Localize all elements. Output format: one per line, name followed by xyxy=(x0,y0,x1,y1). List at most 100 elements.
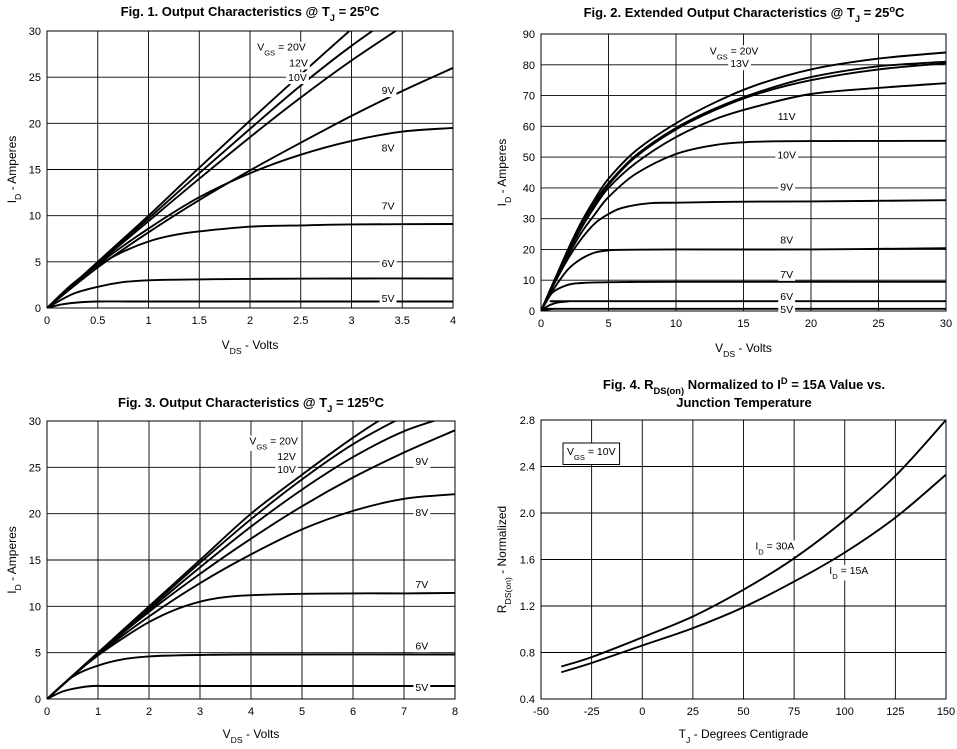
curve-label-bg xyxy=(707,45,761,61)
curve-label: VGS = 20V xyxy=(249,435,298,451)
series-line-5v xyxy=(541,307,946,311)
y-tick-label: 20 xyxy=(523,244,535,256)
x-tick-label: 7 xyxy=(401,706,407,718)
x-tick-label: 2 xyxy=(247,315,253,327)
legend-box xyxy=(562,442,621,465)
series-line-5v xyxy=(47,300,453,308)
curve-label-bg xyxy=(413,506,431,519)
y-tick-label: 30 xyxy=(29,26,41,38)
x-tick-label: 0 xyxy=(44,315,50,327)
x-tick-label: 8 xyxy=(452,706,458,718)
y-tick-label: 20 xyxy=(29,509,41,521)
y-tick-label: 10 xyxy=(29,601,41,613)
x-tick-label: 6 xyxy=(350,706,356,718)
curves xyxy=(561,420,946,674)
y-tick-label: 10 xyxy=(523,275,535,287)
curve-label-bg xyxy=(778,268,796,281)
legend-label: VGS = 10V xyxy=(567,446,616,462)
curve-label: 6V xyxy=(780,291,793,303)
y-tick-label: 0.8 xyxy=(520,648,535,660)
curve-label-bg xyxy=(753,540,797,557)
curves xyxy=(541,51,946,311)
chart-title: Fig. 2. Extended Output Characteristics … xyxy=(584,4,905,24)
x-tick-label: 25 xyxy=(872,318,884,330)
x-tick-label: 3 xyxy=(197,706,203,718)
x-tick-label: 3 xyxy=(348,315,354,327)
chart-title: Fig. 1. Output Characteristics @ TJ = 25… xyxy=(121,3,380,23)
plot-frame xyxy=(46,30,454,309)
y-axis-label: ID - Amperes xyxy=(5,526,23,594)
y-tick-label: 70 xyxy=(523,91,535,103)
x-tick-label: 5 xyxy=(605,318,611,330)
x-tick-label: 0 xyxy=(639,706,645,718)
curve-label: 7V xyxy=(780,269,793,281)
series-line-id-30a xyxy=(561,420,946,668)
x-tick-label: 3.5 xyxy=(395,315,410,327)
y-tick-label: 2.0 xyxy=(520,508,535,520)
y-tick-label: 0.4 xyxy=(520,694,535,706)
chart-title: Fig. 4. RDS(on) Normalized to ID = 15A V… xyxy=(603,376,885,396)
x-tick-label: 0.5 xyxy=(90,315,105,327)
x-tick-label: 4 xyxy=(248,706,254,718)
chart-title-line2: Junction Temperature xyxy=(676,395,812,410)
y-tick-label: 2.4 xyxy=(520,462,535,474)
x-tick-label: 100 xyxy=(836,706,854,718)
series-line-vgs-20v xyxy=(47,421,381,699)
y-axis-label: ID - Amperes xyxy=(495,139,513,207)
series-line-8v xyxy=(47,493,455,699)
curve-label: 8V xyxy=(415,507,428,519)
fig4-chart: -50 -25 0 25 50 75 100 125 150 0.4 0.8 1.2 1.6 2.0 2.4… xyxy=(495,376,955,745)
x-tick-label: 125 xyxy=(886,706,904,718)
series-line-7v xyxy=(541,280,946,311)
fig2-chart: 0 5 10 15 20 25 30 0 10 20 30 40 50 60 70 80 90 VGS = 20V… xyxy=(495,4,952,359)
series-line-11v xyxy=(541,82,946,311)
y-tick-label: 25 xyxy=(29,72,41,84)
x-tick-label: -25 xyxy=(584,706,600,718)
curve-label-bg xyxy=(413,579,431,592)
curve-label-bg xyxy=(778,304,796,317)
y-tick-label: 1.6 xyxy=(520,555,535,567)
curve-label: 13V xyxy=(730,58,749,70)
y-tick-label: 0 xyxy=(529,306,535,318)
x-tick-label: 0 xyxy=(538,318,544,330)
curve-label: 8V xyxy=(780,235,793,247)
curve-label: 6V xyxy=(415,640,428,652)
chart-title: Fig. 3. Output Characteristics @ TJ = 12… xyxy=(118,394,385,414)
curve-label: 7V xyxy=(382,201,395,213)
series-line-6v xyxy=(47,277,453,308)
plot-frame xyxy=(46,420,456,700)
x-tick-label: 0 xyxy=(44,706,50,718)
y-tick-label: 20 xyxy=(29,118,41,130)
curve-label-bg xyxy=(827,564,871,581)
curve-label: 7V xyxy=(415,579,428,591)
curve-label: VGS = 20V xyxy=(710,45,759,61)
curve-label: 9V xyxy=(382,85,395,97)
y-tick-label: 30 xyxy=(523,214,535,226)
series-line-8v xyxy=(47,126,453,308)
curve-label: 9V xyxy=(780,181,793,193)
y-tick-label: 10 xyxy=(29,211,41,223)
curve-label-bg xyxy=(275,451,298,464)
x-tick-label: 1.5 xyxy=(192,315,207,327)
curve-label: 5V xyxy=(382,293,395,305)
y-tick-label: 5 xyxy=(35,648,41,660)
x-axis-label: TJ - Degrees Centigrade xyxy=(679,727,809,745)
curve-label: 10V xyxy=(277,464,296,476)
y-axis-label: RDS(on) - Normalized xyxy=(495,506,513,613)
y-tick-label: 40 xyxy=(523,183,535,195)
curve-label-bg xyxy=(413,455,431,468)
x-tick-label: 1 xyxy=(145,315,151,327)
series-line-6v xyxy=(541,300,946,311)
y-tick-label: 1.2 xyxy=(520,601,535,613)
curve-label: 10V xyxy=(288,72,307,84)
curve-label: 11V xyxy=(778,111,796,123)
curve-label: 8V xyxy=(382,142,395,154)
curve-label-bg xyxy=(379,142,397,155)
series-line-5v xyxy=(47,684,455,699)
curves xyxy=(47,31,453,308)
series-line-8v xyxy=(541,247,946,311)
curve-label: VGS = 20V xyxy=(257,42,306,58)
curve-label: 12V xyxy=(289,57,308,69)
